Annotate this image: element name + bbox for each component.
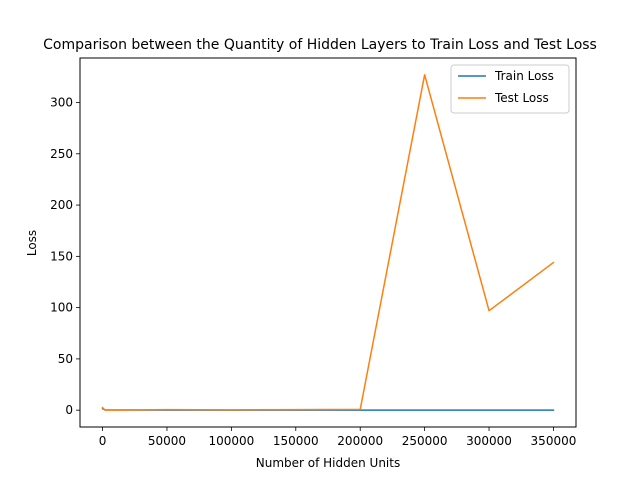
y-axis-label: Loss [25,230,39,256]
y-tick-label: 300 [50,96,73,110]
legend-label-1: Train Loss [494,69,554,83]
y-tick-label: 200 [50,198,73,212]
x-tick-label: 200000 [337,434,383,448]
x-axis-label: Number of Hidden Units [256,456,400,470]
y-axis-ticks: 0 50 100 150 200 250 300 [50,96,80,417]
x-tick-label: 250000 [402,434,448,448]
x-axis-ticks: 0 50000 100000 150000 200000 250000 300000 3500… [99,427,577,448]
x-tick-label: 50000 [148,434,186,448]
x-tick-label: 100000 [208,434,254,448]
y-tick-label: 150 [50,249,73,263]
plot-frame [79,57,577,428]
chart-title: Comparison between the Quantity of Hidde… [43,37,597,53]
legend-frame [450,64,570,114]
series-line-2 [101,74,555,411]
x-tick-label: 300000 [466,434,512,448]
y-tick-label: 100 [50,301,73,315]
legend: Train Loss Test Loss [450,64,570,114]
x-tick-label: 0 [99,434,107,448]
y-tick-label: 0 [65,403,73,417]
plot-lines [101,74,555,411]
x-tick-label: 150000 [273,434,319,448]
y-tick-label: 250 [50,147,73,161]
x-tick-label: 350000 [531,434,577,448]
legend-label-2: Test Loss [494,91,549,105]
y-tick-label: 50 [58,352,73,366]
